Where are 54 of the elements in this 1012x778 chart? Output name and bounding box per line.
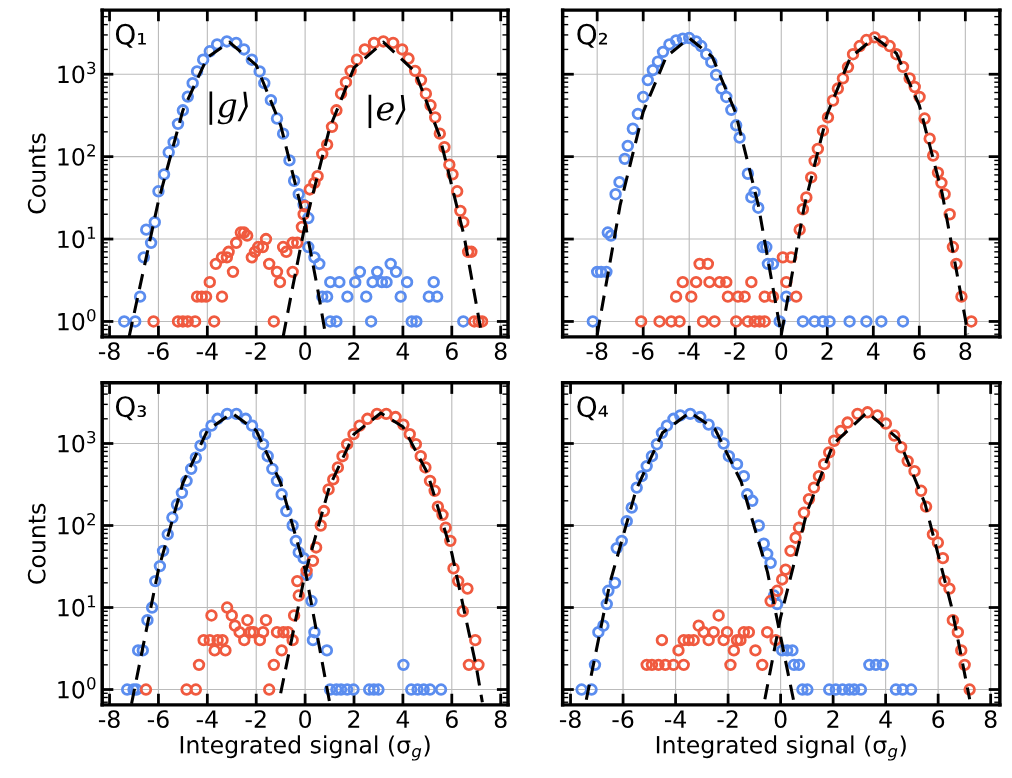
y-axis-title: Counts — [27, 503, 46, 584]
x-tick-label: -2 — [724, 342, 745, 360]
x-tick-label: 8 — [494, 710, 507, 729]
x-tick-label: -4 — [678, 342, 700, 360]
annotation: |e⟩ — [368, 94, 406, 129]
y-tick-label: 10$^{0}$ — [58, 677, 96, 699]
x-tick-label: -2 — [717, 710, 738, 728]
y-tick-label: 10$^{2}$ — [58, 512, 95, 535]
x-axis-title: Integrated signal (σ$_{g}$) — [180, 735, 430, 761]
x-tick-label: -4 — [196, 342, 218, 360]
x-tick-label: 0 — [299, 342, 312, 361]
x-tick-label: 0 — [774, 710, 787, 729]
x-tick-label: 6 — [445, 342, 458, 361]
x-tick-label: 2 — [348, 342, 360, 360]
x-tick-label: -8 — [98, 342, 120, 361]
x-tick-label: 6 — [445, 710, 458, 729]
y-tick-label: 10$^{0}$ — [58, 308, 96, 331]
x-tick-label: -6 — [632, 342, 654, 361]
x-tick-label: -2 — [245, 342, 266, 360]
annotation: |g⟩ — [209, 91, 248, 125]
x-tick-label: 2 — [348, 710, 360, 728]
x-tick-label: -6 — [612, 710, 634, 729]
x-tick-label: 2 — [827, 710, 839, 728]
x-tick-label: 2 — [821, 342, 833, 360]
x-tick-label: -4 — [664, 710, 687, 728]
x-tick-label: -8 — [98, 710, 120, 729]
chart-title: Q₄ — [577, 396, 608, 421]
x-tick-label: 0 — [775, 342, 788, 361]
x-tick-label: 4 — [879, 710, 892, 728]
y-tick-label: 10$^{1}$ — [58, 595, 96, 617]
x-tick-label: 6 — [932, 710, 945, 729]
x-tick-label: -8 — [559, 710, 581, 729]
chart-title: Q₃ — [115, 396, 146, 421]
y-tick-label: 10$^{3}$ — [58, 430, 96, 453]
x-tick-label: -8 — [586, 342, 608, 361]
x-tick-label: 0 — [299, 710, 312, 729]
x-tick-label: 8 — [959, 342, 972, 361]
x-tick-label: -2 — [245, 710, 266, 728]
x-tick-label: 6 — [913, 342, 926, 361]
y-tick-label: 10$^{3}$ — [58, 61, 96, 84]
chart-title: Q₁ — [115, 23, 146, 48]
y-axis-title: Counts — [27, 133, 46, 214]
x-tick-label: 4 — [396, 342, 410, 360]
x-tick-label: 8 — [984, 710, 997, 729]
chart-title: Q₂ — [577, 23, 608, 48]
x-tick-label: 4 — [866, 342, 880, 360]
x-tick-label: 4 — [396, 710, 410, 728]
x-axis-title: Integrated signal (σ$_{g}$) — [656, 735, 906, 761]
x-tick-label: -6 — [147, 710, 169, 729]
y-tick-label: 10$^{2}$ — [58, 144, 95, 166]
x-tick-label: 8 — [494, 342, 507, 361]
x-tick-label: -4 — [196, 710, 218, 728]
y-tick-label: 10$^{1}$ — [58, 226, 96, 249]
x-tick-label: -6 — [147, 342, 169, 361]
